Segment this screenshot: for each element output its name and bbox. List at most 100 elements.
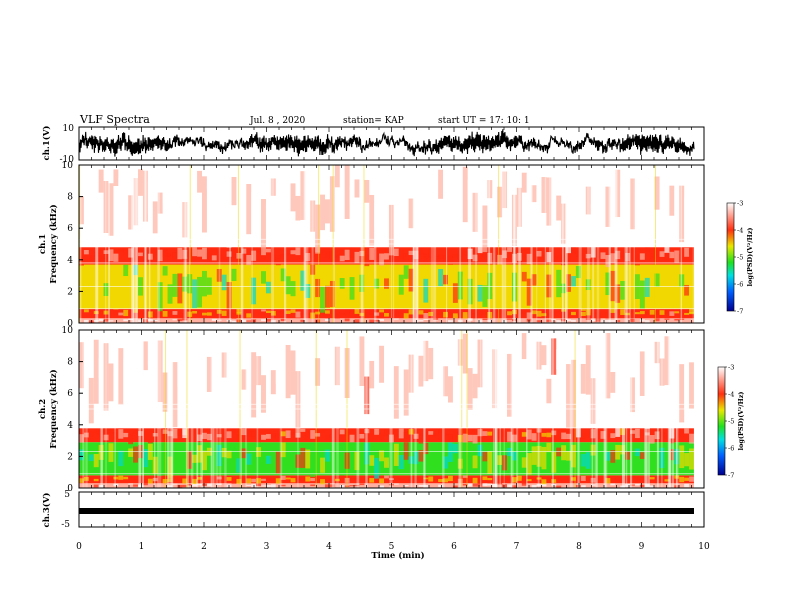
- spectrogram-cell: [157, 318, 163, 322]
- spectrogram-cell: [590, 203, 596, 258]
- spectrogram-cell: [142, 341, 148, 371]
- spectrogram-cell: [418, 280, 424, 305]
- ch2-colorbar-gradient: [717, 366, 726, 476]
- spectrogram-cell: [290, 309, 296, 313]
- spectrogram-cell: [403, 193, 409, 222]
- spectrogram-cell: [374, 428, 380, 435]
- spectrogram-cell: [615, 308, 621, 314]
- spectrogram-cell: [344, 309, 350, 315]
- spectrogram-cell: [261, 375, 266, 413]
- spectrogram-cell: [177, 318, 183, 322]
- spectrogram-cell: [585, 318, 591, 320]
- spectrogram-cell: [433, 476, 439, 482]
- spectrogram-cell: [349, 319, 355, 322]
- spectrogram-cell: [374, 278, 380, 289]
- spectrogram-cell: [590, 477, 596, 483]
- spectrogram-cell: [571, 319, 576, 322]
- ch1-spectrogram-yticks: 0 2 4 6 8 10: [62, 161, 83, 329]
- spectrogram-cell: [467, 248, 473, 260]
- spectrogram-cell: [177, 273, 183, 304]
- spectrogram-cell: [502, 311, 508, 316]
- spectrogram-cell: [354, 312, 360, 318]
- spectrogram-cell: [329, 476, 335, 481]
- spectrogram-cell: [669, 251, 675, 259]
- spectrogram-cell: [393, 311, 399, 316]
- spectrogram-cell: [280, 360, 286, 414]
- spectrogram-cell: [246, 484, 252, 486]
- spectrogram-cell: [339, 453, 345, 476]
- spectrogram-cell: [457, 458, 463, 469]
- spectrogram-cell: [634, 448, 640, 457]
- spectrogram-cell: [152, 268, 158, 284]
- ch2-frequency-label: Frequency (kHz): [48, 369, 59, 448]
- spectrogram-cell: [98, 308, 104, 313]
- spectrogram-cell: [103, 318, 109, 322]
- spectrogram-cell: [305, 253, 311, 262]
- spectrogram-cell: [551, 430, 557, 436]
- spectrogram-cell: [280, 172, 286, 214]
- time-tick-label: 4: [326, 542, 332, 552]
- spectrogram-cell: [448, 320, 453, 323]
- spectrogram-cell: [226, 204, 232, 248]
- spectrogram-cell: [428, 431, 434, 435]
- spectrogram-cell: [206, 166, 212, 191]
- spectrogram-cell: [290, 183, 296, 212]
- spectrogram-cell: [531, 478, 537, 482]
- spectrogram-cell: [443, 311, 448, 318]
- spectrogram-cell: [192, 310, 198, 314]
- spectrogram-cell: [571, 359, 576, 428]
- spectrogram-cell: [187, 450, 193, 469]
- spectrogram-cell: [423, 484, 429, 488]
- spectrogram-cell: [270, 311, 276, 316]
- spectrogram-cell: [206, 475, 212, 481]
- spectrogram-cell: [418, 194, 424, 223]
- spectrogram-cell: [300, 247, 306, 260]
- frequency-tick-label: 2: [67, 287, 73, 297]
- spectrogram-cell: [147, 318, 153, 322]
- spectrogram-cell: [634, 428, 640, 439]
- spectrogram-cell: [462, 318, 468, 322]
- spectrogram-cell: [177, 477, 183, 482]
- spectrogram-cell: [644, 277, 650, 297]
- spectrogram-cell: [167, 485, 173, 488]
- ch1-ytick-bottom: -10: [60, 155, 75, 165]
- spectrogram-cell: [615, 250, 621, 260]
- spectrogram-cell: [251, 455, 257, 471]
- spectrogram-cell: [497, 479, 503, 485]
- spectrogram-cell: [231, 268, 237, 281]
- spectrogram-cell: [251, 250, 257, 261]
- spectrogram-cell: [443, 255, 448, 261]
- frequency-tick-label: 8: [67, 193, 73, 203]
- spectrogram-cell: [659, 200, 665, 228]
- spectrogram-cell: [433, 197, 439, 238]
- spectrogram-cell: [261, 309, 266, 312]
- spectrogram-cell: [388, 358, 394, 411]
- ch1-colorbar-gradient: [726, 202, 735, 312]
- spectrogram-cell: [285, 319, 291, 323]
- spectrogram-cell: [413, 279, 419, 303]
- spectrogram-cell: [236, 332, 242, 357]
- spectrogram-cell: [590, 283, 596, 299]
- spectrogram-cell: [595, 368, 601, 404]
- spectrogram-cell: [295, 311, 301, 318]
- spectrogram-cell: [354, 285, 360, 314]
- spectrogram-cell: [384, 484, 389, 487]
- spectrogram-cell: [580, 285, 586, 311]
- spectrogram-cell: [344, 249, 350, 260]
- spectrogram-cell: [448, 485, 453, 487]
- spectrogram-cell: [103, 485, 109, 487]
- spectrogram-cell: [334, 312, 340, 319]
- spectrogram-cell: [531, 254, 537, 264]
- spectrogram-cell: [384, 313, 389, 317]
- spectrogram-cell: [561, 479, 567, 482]
- spectrogram-cell: [251, 191, 257, 236]
- spectrogram-cell: [295, 195, 301, 221]
- spectrogram-cell: [192, 279, 198, 309]
- spectrogram-cell: [536, 250, 542, 257]
- colorbar-tick-label: -7: [737, 308, 743, 316]
- spectrogram-cell: [79, 478, 84, 483]
- ch1-ytick-top: 10: [63, 124, 75, 134]
- spectrogram-cell: [364, 311, 370, 318]
- spectrogram-cell: [566, 364, 571, 429]
- spectrogram-cell: [541, 483, 547, 487]
